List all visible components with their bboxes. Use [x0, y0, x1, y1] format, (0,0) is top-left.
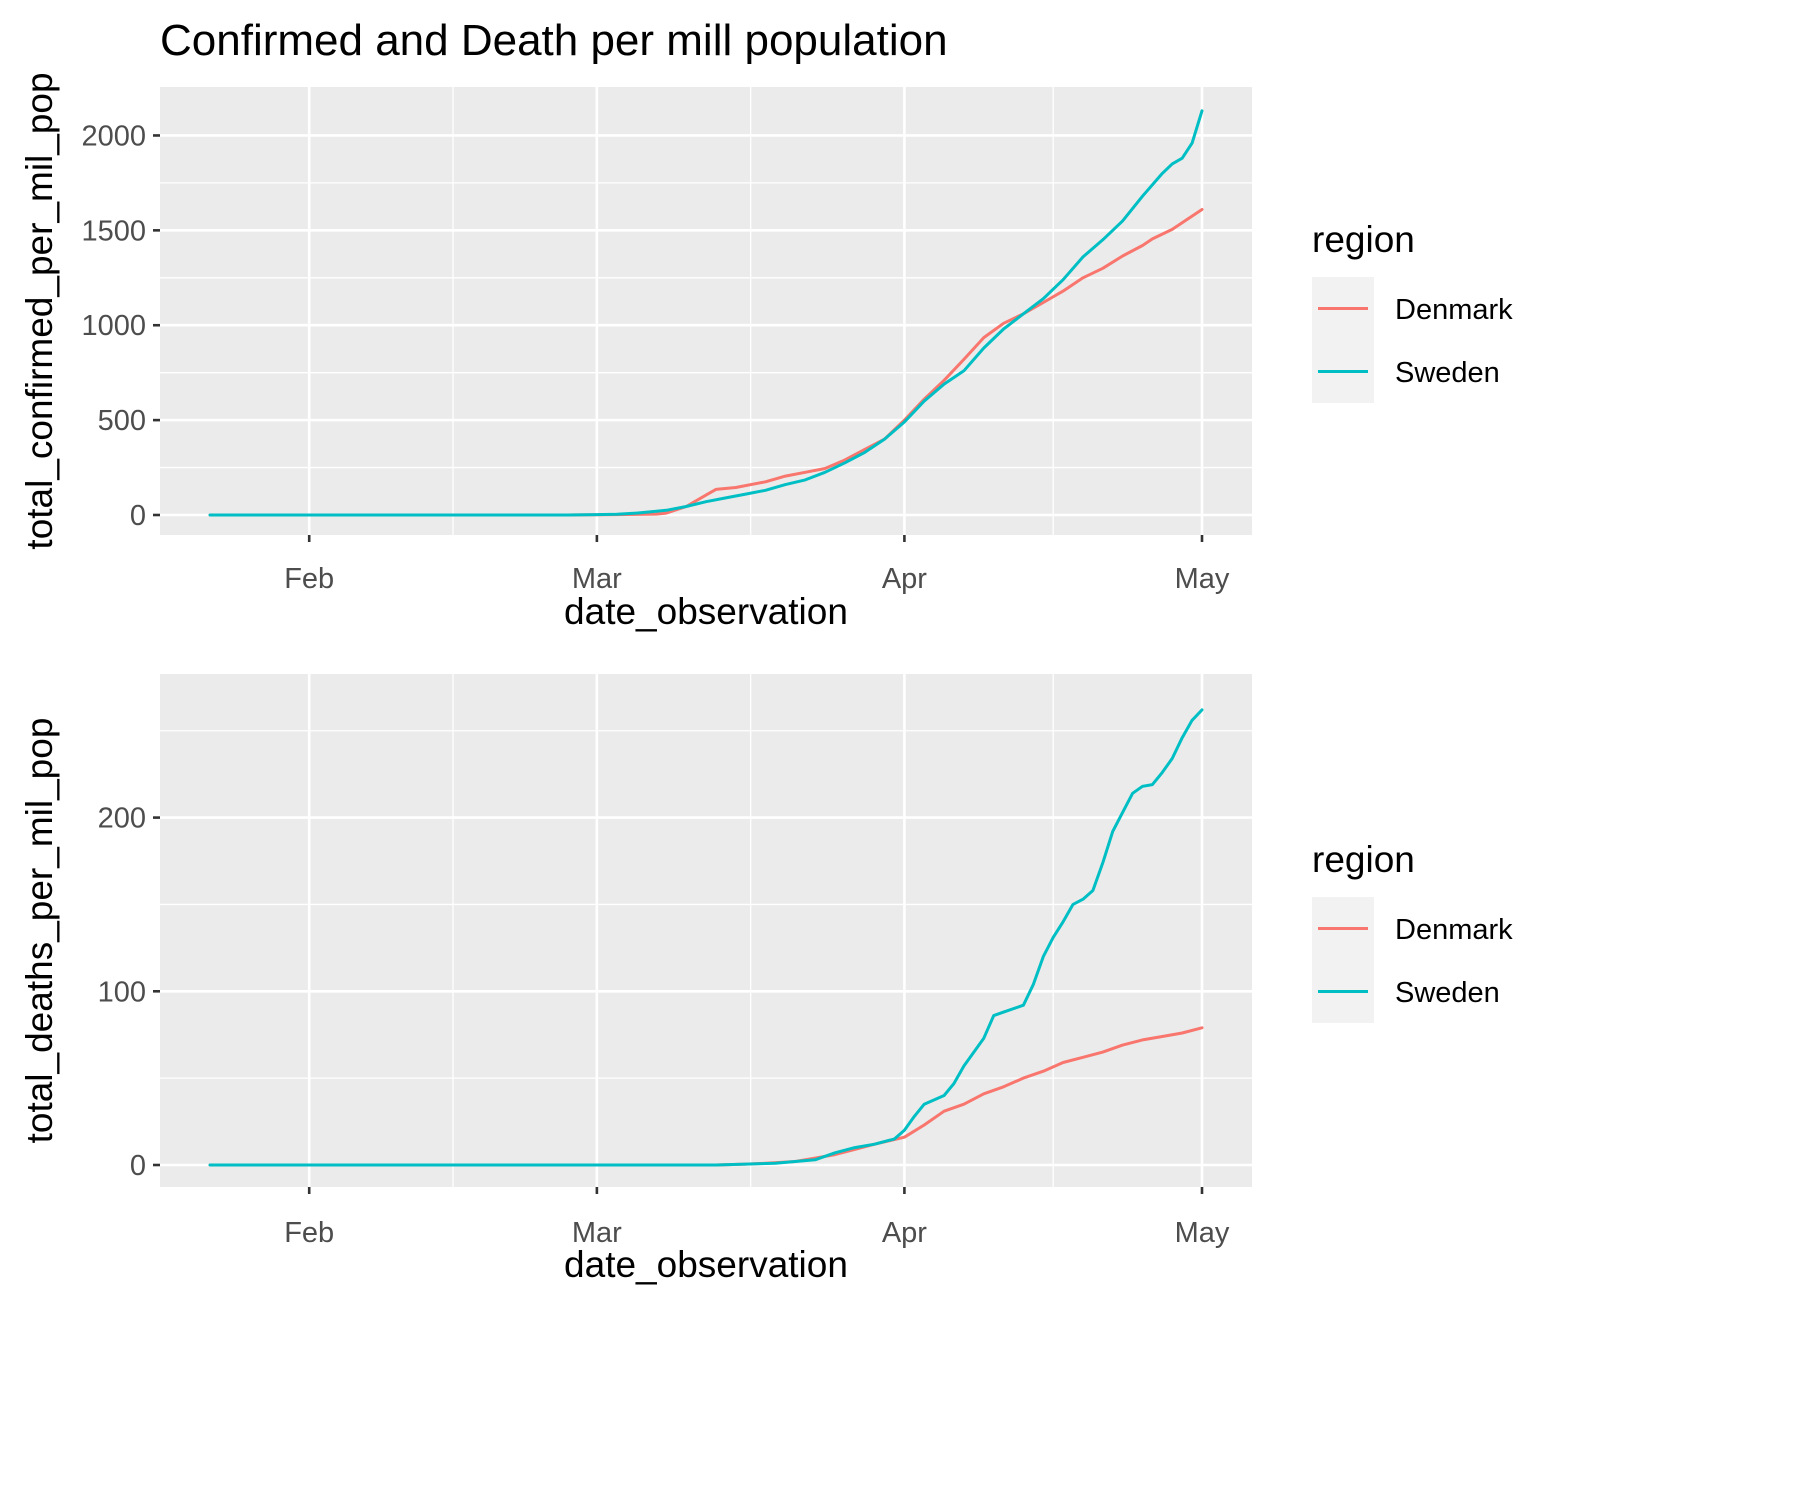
series-line-sweden	[208, 708, 1204, 1167]
legend-label-denmark: Denmark	[1395, 294, 1513, 326]
y-tick-label: 100	[98, 976, 146, 1008]
y-axis-title: total_deaths_per_mil_pop	[19, 718, 60, 1144]
x-tick-label: May	[1175, 1217, 1230, 1249]
x-axis-title: date_observation	[564, 1244, 848, 1285]
x-tick-label: May	[1175, 563, 1230, 595]
y-tick-label: 500	[98, 405, 146, 437]
panel-background	[160, 674, 1252, 1187]
legend-title: region	[1312, 839, 1415, 880]
x-tick-label: Feb	[284, 563, 334, 595]
x-tick-label: Mar	[572, 563, 622, 595]
legend-label-sweden: Sweden	[1395, 357, 1500, 389]
figure: Confirmed and Death per mill population …	[19, 16, 1514, 1285]
y-tick-label: 0	[130, 500, 146, 532]
y-tick-label: 200	[98, 803, 146, 835]
x-tick-label: Feb	[284, 1217, 334, 1249]
y-axis-title: total_confirmed_per_mil_pop	[19, 72, 60, 549]
confirmed-panel: 0 500 1000 1500 2000 Feb Mar Apr May date_observa…	[19, 72, 1252, 632]
x-tick-label: Mar	[572, 1217, 622, 1249]
x-tick-label: Apr	[882, 563, 927, 595]
chart-title: Confirmed and Death per mill population	[160, 16, 948, 65]
legend-title: region	[1312, 219, 1415, 260]
deaths-legend: region Denmark Sweden	[1312, 839, 1513, 1023]
panel-background	[160, 87, 1252, 535]
y-tick-label: 2000	[81, 120, 146, 152]
x-axis-title: date_observation	[564, 591, 848, 632]
legend-label-denmark: Denmark	[1395, 914, 1513, 946]
y-tick-label: 1500	[81, 215, 146, 247]
confirmed-legend: region Denmark Sweden	[1312, 219, 1513, 403]
series-line-sweden	[208, 109, 1204, 517]
y-tick-label: 1000	[81, 310, 146, 342]
y-tick-label: 0	[130, 1150, 146, 1182]
x-tick-label: Apr	[882, 1217, 927, 1249]
deaths-panel: 0 100 200 Feb Mar Apr May date_observation total…	[19, 674, 1252, 1285]
legend-label-sweden: Sweden	[1395, 977, 1500, 1009]
